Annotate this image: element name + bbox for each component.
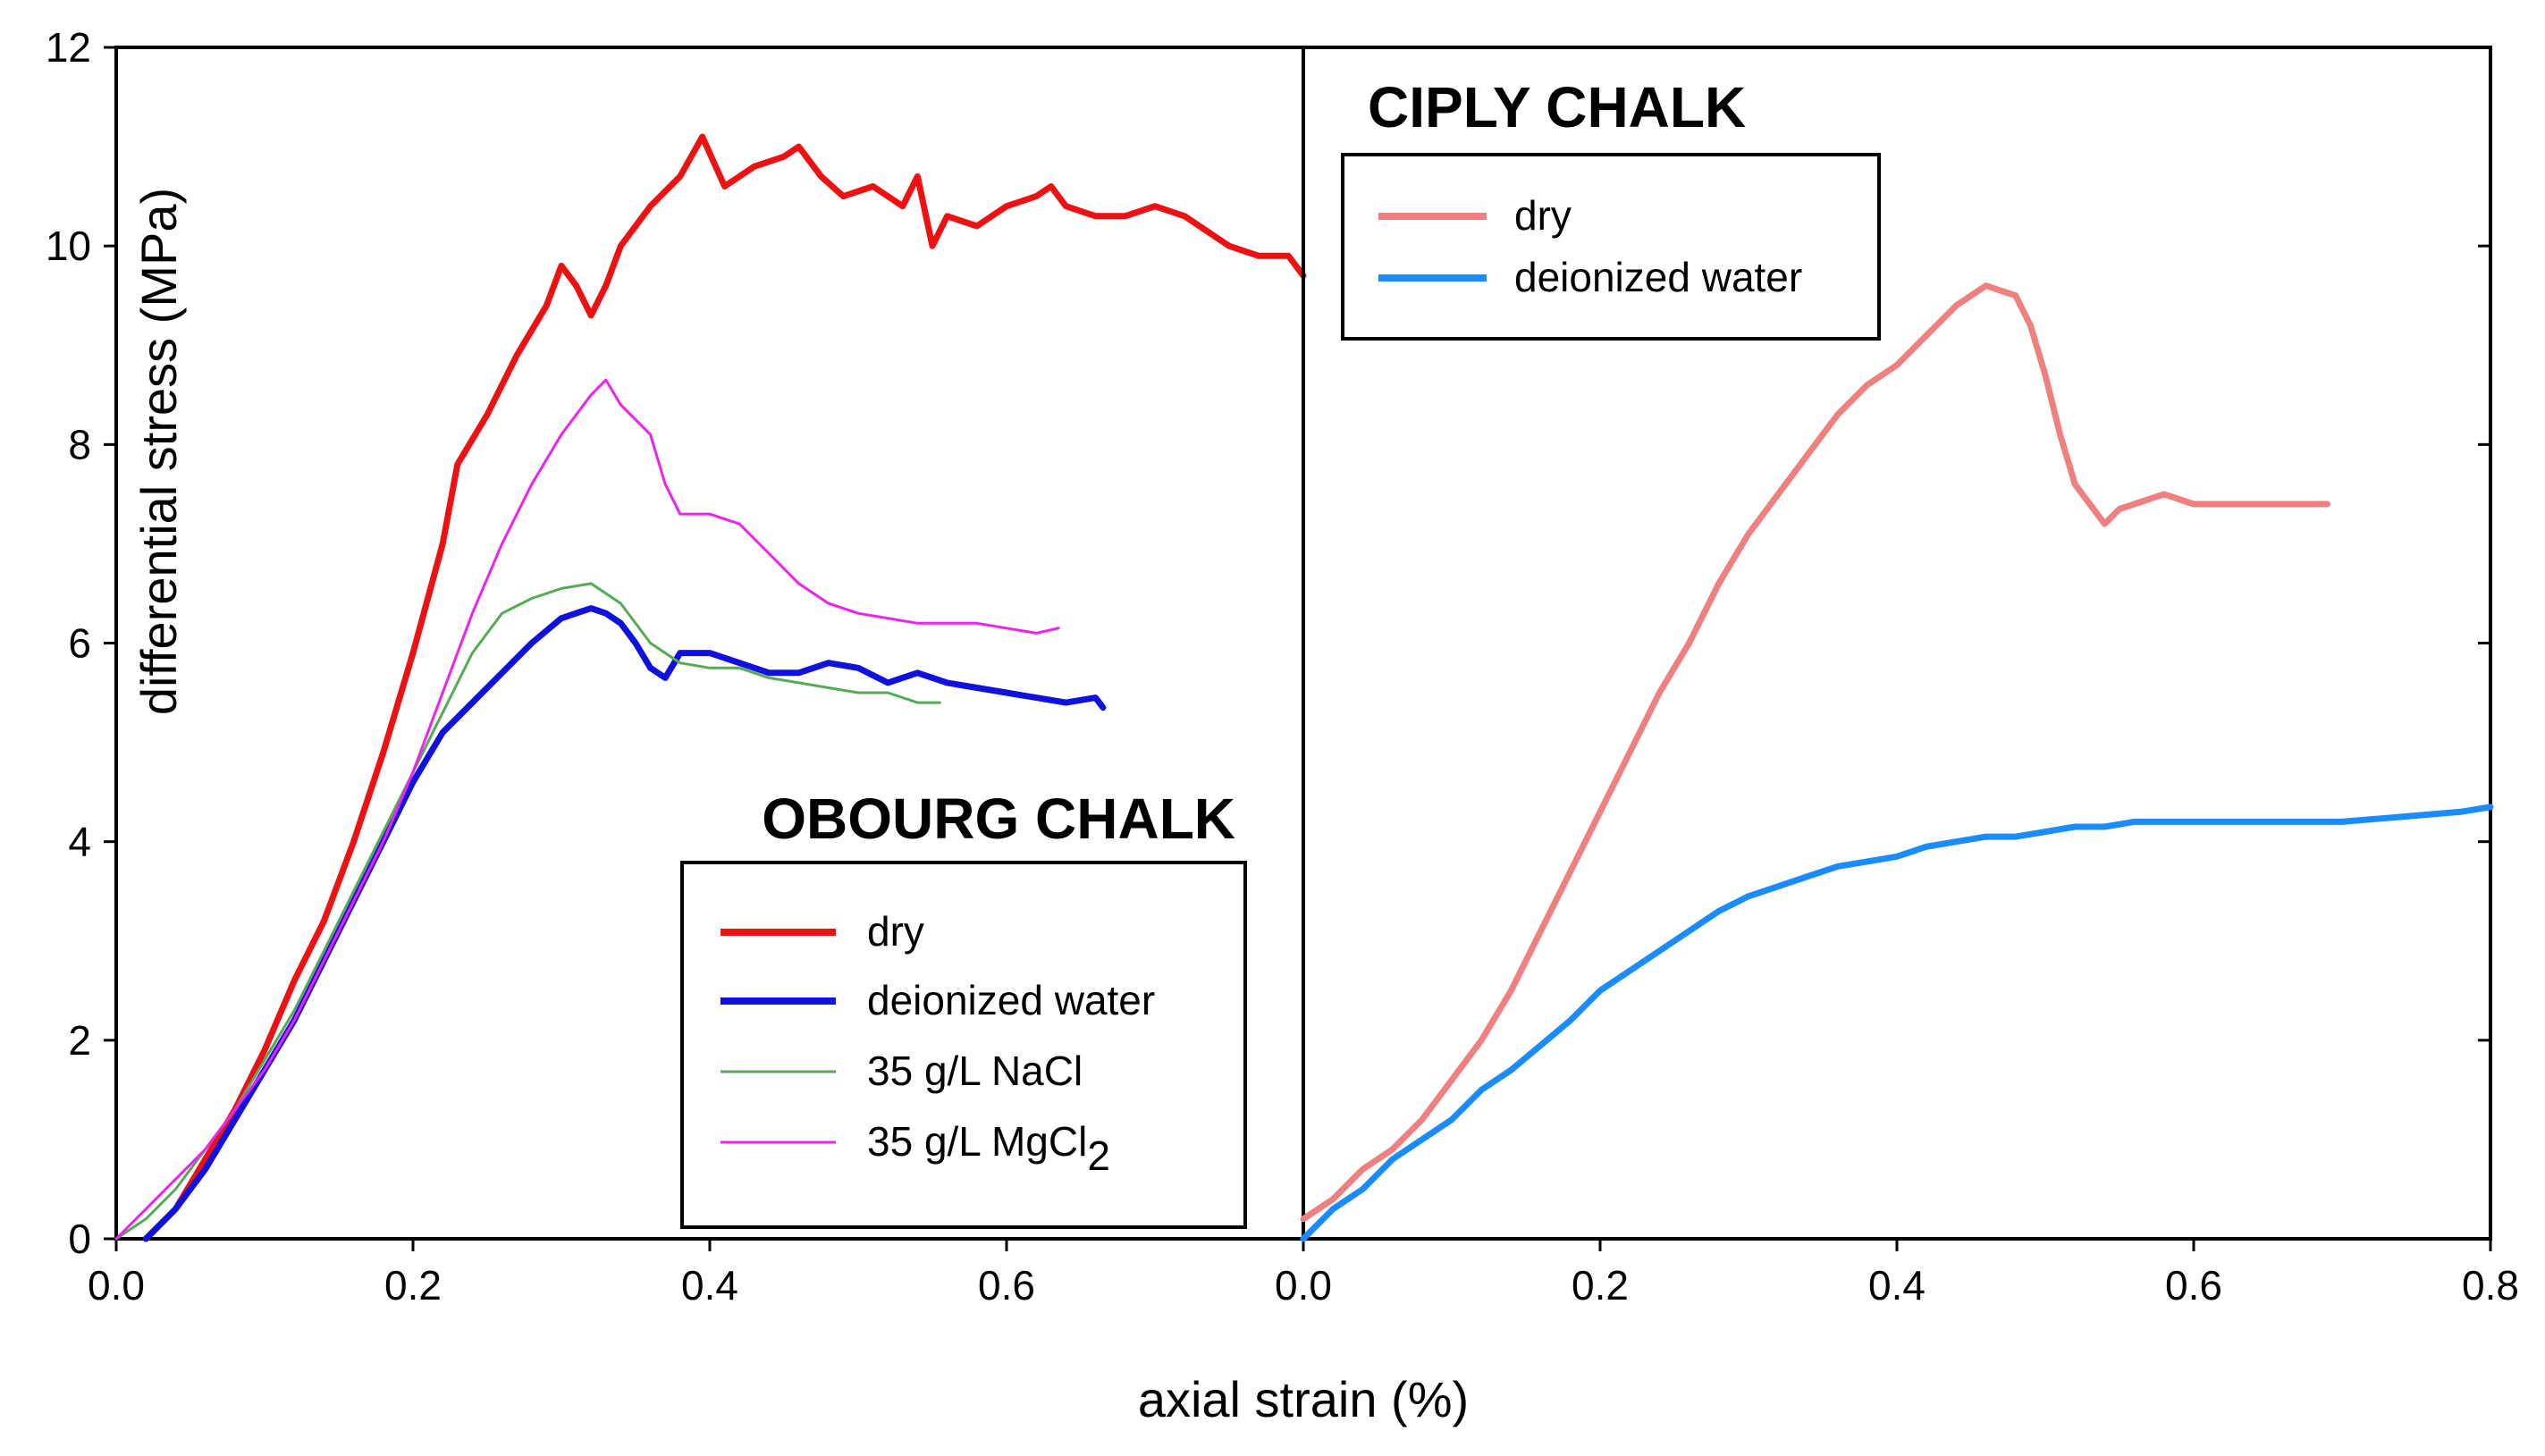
- legend-label-ciply-dry: dry: [1514, 192, 1572, 239]
- x-tick-label-ciply-0-8: 0.8: [2462, 1262, 2519, 1309]
- x-axis-title: axial strain (%): [1138, 1371, 1469, 1427]
- y-tick-label-8: 8: [68, 421, 91, 467]
- ticks-ciply: 0.0 0.2 0.4 0.6 0.8: [1275, 244, 2519, 1309]
- x-tick-label-obourg-0-4: 0.4: [681, 1262, 738, 1309]
- x-tick-label-ciply-0-6: 0.6: [2165, 1262, 2222, 1309]
- x-tick-label-ciply-0-2: 0.2: [1572, 1262, 1629, 1309]
- series-line-ciply-dry: [1300, 282, 2330, 1223]
- series-obourg: [114, 133, 1307, 1242]
- legend-label-mgcl2-subscript: 2: [1087, 1132, 1110, 1179]
- legend-label-obourg-mgcl2: 35 g/L MgCl2: [867, 1118, 1110, 1179]
- series-line-obourg-35-g-l-mgcl2: [114, 378, 1060, 1241]
- legend-label-mgcl2-main: 35 g/L MgCl: [867, 1118, 1087, 1165]
- legend-label-obourg-dry: dry: [867, 908, 924, 955]
- panel-ciply: 0.0 0.2 0.4 0.6 0.8 CIPLY CHALK dry deionize…: [1275, 46, 2519, 1309]
- legend-label-obourg-water: deionized water: [867, 977, 1155, 1023]
- legend-label-obourg-nacl: 35 g/L NaCl: [867, 1048, 1083, 1094]
- x-tick-label-ciply-0-0: 0.0: [1275, 1262, 1332, 1309]
- panel-obourg: 0.0 0.2 0.4 0.6 0 2 4 6 8 10 12 OBOURG CHALK dry d…: [46, 24, 1307, 1309]
- x-tick-label-obourg-0-2: 0.2: [384, 1262, 442, 1309]
- y-tick-label-2: 2: [68, 1017, 91, 1064]
- y-tick-label-4: 4: [68, 819, 91, 865]
- x-tick-label-obourg-0-6: 0.6: [978, 1262, 1035, 1309]
- y-tick-label-10: 10: [46, 223, 91, 269]
- panel-title-ciply: CIPLY CHALK: [1368, 75, 1746, 139]
- legend-obourg: dry deionized water 35 g/L NaCl 35 g/L M…: [680, 861, 1247, 1229]
- series-line-ciply-deionized-water: [1300, 804, 2494, 1242]
- ticks-obourg: 0.0 0.2 0.4 0.6 0 2 4 6 8 10 12: [46, 24, 1035, 1309]
- series-line-obourg-dry: [142, 133, 1307, 1242]
- y-axis-title: differential stress (MPa): [131, 188, 187, 715]
- y-tick-label-6: 6: [68, 620, 91, 667]
- legend-label-ciply-water: deionized water: [1514, 254, 1802, 300]
- series-ciply: [1300, 282, 2494, 1242]
- series-line-obourg-35-g-l-nacl: [114, 582, 941, 1241]
- y-tick-label-12: 12: [46, 24, 91, 71]
- panel-title-obourg: OBOURG CHALK: [762, 787, 1235, 851]
- x-tick-label-obourg-0-0: 0.0: [88, 1262, 145, 1309]
- legend-ciply: dry deionized water: [1341, 153, 1881, 341]
- y-tick-label-0: 0: [68, 1216, 91, 1262]
- x-tick-label-ciply-0-4: 0.4: [1868, 1262, 1926, 1309]
